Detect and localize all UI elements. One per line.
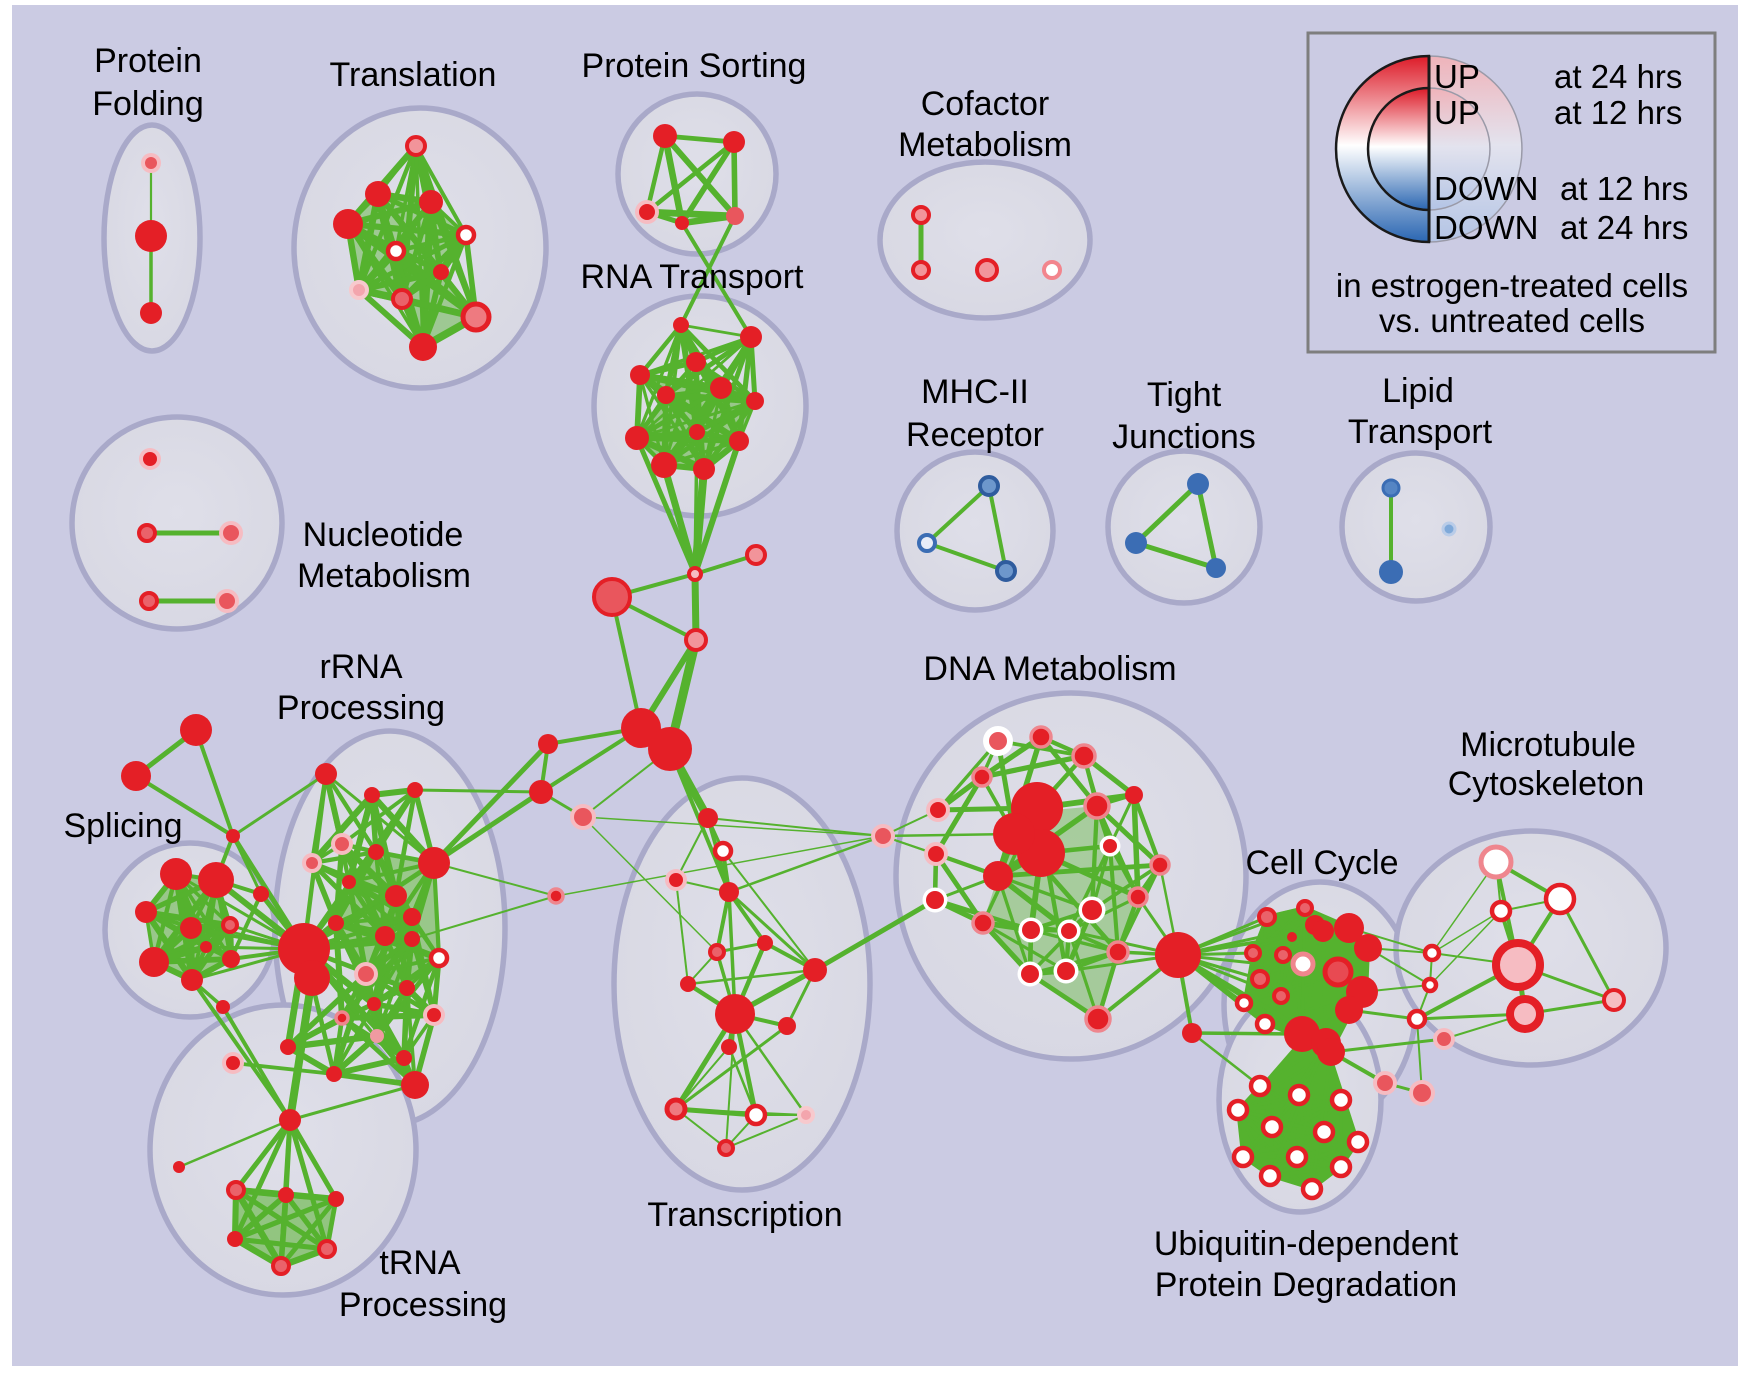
svg-text:Protein: Protein <box>94 42 202 80</box>
svg-text:Cell Cycle: Cell Cycle <box>1245 844 1398 882</box>
svg-text:DNA Metabolism: DNA Metabolism <box>923 650 1176 688</box>
svg-text:at 24 hrs: at 24 hrs <box>1560 209 1688 246</box>
svg-text:Transport: Transport <box>1348 413 1493 451</box>
svg-text:Translation: Translation <box>330 56 497 94</box>
svg-text:tRNA: tRNA <box>379 1244 461 1282</box>
svg-text:at 12 hrs: at 12 hrs <box>1554 94 1682 131</box>
svg-text:in estrogen-treated cells: in estrogen-treated cells <box>1336 267 1688 304</box>
svg-text:Splicing: Splicing <box>63 807 182 845</box>
svg-text:Cytoskeleton: Cytoskeleton <box>1448 765 1645 803</box>
svg-text:Cofactor: Cofactor <box>921 85 1050 123</box>
svg-text:UP: UP <box>1434 58 1480 95</box>
svg-text:Microtubule: Microtubule <box>1460 726 1636 764</box>
svg-text:rRNA: rRNA <box>319 648 402 686</box>
svg-text:Metabolism: Metabolism <box>898 126 1072 164</box>
svg-text:Lipid: Lipid <box>1382 372 1454 410</box>
svg-text:Protein Degradation: Protein Degradation <box>1155 1266 1457 1304</box>
svg-text:RNA Transport: RNA Transport <box>581 258 805 296</box>
svg-text:vs. untreated cells: vs. untreated cells <box>1379 302 1645 339</box>
svg-text:Receptor: Receptor <box>906 416 1044 454</box>
svg-text:Ubiquitin-dependent: Ubiquitin-dependent <box>1154 1225 1459 1263</box>
svg-text:Processing: Processing <box>339 1286 507 1324</box>
svg-text:Processing: Processing <box>277 689 445 727</box>
svg-text:Junctions: Junctions <box>1112 418 1256 456</box>
svg-text:Tight: Tight <box>1147 376 1222 414</box>
svg-text:DOWN: DOWN <box>1434 209 1538 246</box>
svg-text:Folding: Folding <box>92 85 204 123</box>
svg-text:Protein Sorting: Protein Sorting <box>582 47 807 85</box>
svg-text:Nucleotide: Nucleotide <box>303 516 464 554</box>
svg-text:UP: UP <box>1434 94 1480 131</box>
svg-text:at 12 hrs: at 12 hrs <box>1560 170 1688 207</box>
svg-text:MHC-II: MHC-II <box>921 373 1029 411</box>
svg-text:at 24 hrs: at 24 hrs <box>1554 58 1682 95</box>
svg-text:Transcription: Transcription <box>647 1196 842 1234</box>
svg-text:Metabolism: Metabolism <box>297 557 471 595</box>
svg-text:DOWN: DOWN <box>1434 170 1538 207</box>
